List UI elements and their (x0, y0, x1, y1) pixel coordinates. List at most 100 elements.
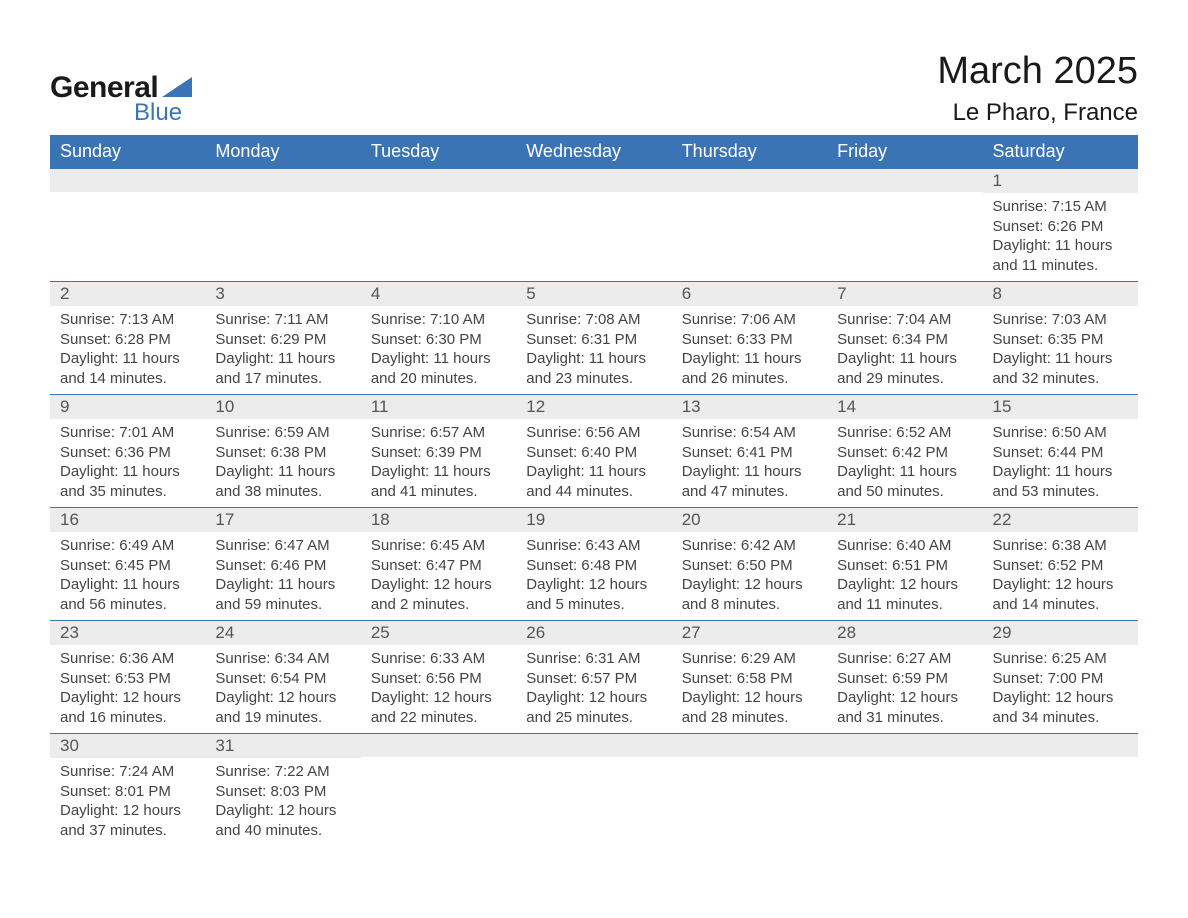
day-number (827, 733, 982, 757)
sunrise-line: Sunrise: 6:42 AM (682, 536, 817, 556)
sunrise-line: Sunrise: 6:56 AM (526, 423, 661, 443)
sunset-line: Sunset: 6:26 PM (993, 217, 1128, 237)
sunset-line: Sunset: 6:30 PM (371, 330, 506, 350)
daylight-line: Daylight: 11 hours and 50 minutes. (837, 462, 972, 501)
day-details: Sunrise: 7:15 AMSunset: 6:26 PMDaylight:… (983, 193, 1138, 281)
sunrise-line: Sunrise: 7:01 AM (60, 423, 195, 443)
sunset-line: Sunset: 6:58 PM (682, 669, 817, 689)
sunset-line: Sunset: 6:42 PM (837, 443, 972, 463)
day-cell (983, 733, 1138, 846)
day-header: Friday (827, 135, 982, 168)
sunrise-line: Sunrise: 6:27 AM (837, 649, 972, 669)
day-number: 21 (827, 507, 982, 532)
sunset-line: Sunset: 6:46 PM (215, 556, 350, 576)
day-details: Sunrise: 6:43 AMSunset: 6:48 PMDaylight:… (516, 532, 671, 620)
sunset-line: Sunset: 6:52 PM (993, 556, 1128, 576)
logo: General Blue (50, 71, 192, 127)
calendar-table: Sunday Monday Tuesday Wednesday Thursday… (50, 135, 1138, 846)
day-number: 8 (983, 281, 1138, 306)
week-row: 16Sunrise: 6:49 AMSunset: 6:45 PMDayligh… (50, 507, 1138, 620)
daylight-line: Daylight: 11 hours and 23 minutes. (526, 349, 661, 388)
sunset-line: Sunset: 6:39 PM (371, 443, 506, 463)
day-header: Saturday (983, 135, 1138, 168)
day-number (361, 733, 516, 757)
sunset-line: Sunset: 6:36 PM (60, 443, 195, 463)
day-details: Sunrise: 7:24 AMSunset: 8:01 PMDaylight:… (50, 758, 205, 846)
day-number: 20 (672, 507, 827, 532)
day-details (50, 192, 205, 270)
day-cell: 16Sunrise: 6:49 AMSunset: 6:45 PMDayligh… (50, 507, 205, 620)
day-cell: 7Sunrise: 7:04 AMSunset: 6:34 PMDaylight… (827, 281, 982, 394)
daylight-line: Daylight: 12 hours and 37 minutes. (60, 801, 195, 840)
day-cell: 13Sunrise: 6:54 AMSunset: 6:41 PMDayligh… (672, 394, 827, 507)
sunrise-line: Sunrise: 7:24 AM (60, 762, 195, 782)
daylight-line: Daylight: 11 hours and 17 minutes. (215, 349, 350, 388)
daylight-line: Daylight: 12 hours and 31 minutes. (837, 688, 972, 727)
day-details: Sunrise: 6:42 AMSunset: 6:50 PMDaylight:… (672, 532, 827, 620)
day-number: 18 (361, 507, 516, 532)
day-cell: 19Sunrise: 6:43 AMSunset: 6:48 PMDayligh… (516, 507, 671, 620)
day-details: Sunrise: 6:49 AMSunset: 6:45 PMDaylight:… (50, 532, 205, 620)
day-number (50, 168, 205, 192)
daylight-line: Daylight: 12 hours and 34 minutes. (993, 688, 1128, 727)
day-cell: 3Sunrise: 7:11 AMSunset: 6:29 PMDaylight… (205, 281, 360, 394)
daylight-line: Daylight: 12 hours and 40 minutes. (215, 801, 350, 840)
sunset-line: Sunset: 6:59 PM (837, 669, 972, 689)
day-number: 10 (205, 394, 360, 419)
day-details: Sunrise: 6:38 AMSunset: 6:52 PMDaylight:… (983, 532, 1138, 620)
sunrise-line: Sunrise: 7:13 AM (60, 310, 195, 330)
day-cell: 22Sunrise: 6:38 AMSunset: 6:52 PMDayligh… (983, 507, 1138, 620)
day-header: Sunday (50, 135, 205, 168)
day-cell: 21Sunrise: 6:40 AMSunset: 6:51 PMDayligh… (827, 507, 982, 620)
daylight-line: Daylight: 11 hours and 26 minutes. (682, 349, 817, 388)
sunrise-line: Sunrise: 6:50 AM (993, 423, 1128, 443)
sunrise-line: Sunrise: 6:57 AM (371, 423, 506, 443)
day-cell: 8Sunrise: 7:03 AMSunset: 6:35 PMDaylight… (983, 281, 1138, 394)
day-number: 16 (50, 507, 205, 532)
daylight-line: Daylight: 11 hours and 56 minutes. (60, 575, 195, 614)
day-cell: 11Sunrise: 6:57 AMSunset: 6:39 PMDayligh… (361, 394, 516, 507)
sunset-line: Sunset: 6:56 PM (371, 669, 506, 689)
day-details: Sunrise: 7:13 AMSunset: 6:28 PMDaylight:… (50, 306, 205, 394)
day-cell: 5Sunrise: 7:08 AMSunset: 6:31 PMDaylight… (516, 281, 671, 394)
day-details (672, 192, 827, 270)
daylight-line: Daylight: 11 hours and 14 minutes. (60, 349, 195, 388)
sunset-line: Sunset: 6:53 PM (60, 669, 195, 689)
day-header-row: Sunday Monday Tuesday Wednesday Thursday… (50, 135, 1138, 168)
sunrise-line: Sunrise: 6:52 AM (837, 423, 972, 443)
day-cell: 4Sunrise: 7:10 AMSunset: 6:30 PMDaylight… (361, 281, 516, 394)
day-details: Sunrise: 6:36 AMSunset: 6:53 PMDaylight:… (50, 645, 205, 733)
day-cell: 15Sunrise: 6:50 AMSunset: 6:44 PMDayligh… (983, 394, 1138, 507)
day-details: Sunrise: 6:59 AMSunset: 6:38 PMDaylight:… (205, 419, 360, 507)
daylight-line: Daylight: 12 hours and 14 minutes. (993, 575, 1128, 614)
day-cell: 17Sunrise: 6:47 AMSunset: 6:46 PMDayligh… (205, 507, 360, 620)
day-number: 17 (205, 507, 360, 532)
day-number: 29 (983, 620, 1138, 645)
sunset-line: Sunset: 6:41 PM (682, 443, 817, 463)
day-number: 6 (672, 281, 827, 306)
day-number (516, 733, 671, 757)
day-header: Wednesday (516, 135, 671, 168)
sunset-line: Sunset: 6:45 PM (60, 556, 195, 576)
day-cell: 1Sunrise: 7:15 AMSunset: 6:26 PMDaylight… (983, 168, 1138, 281)
day-details (983, 757, 1138, 835)
sunrise-line: Sunrise: 6:29 AM (682, 649, 817, 669)
day-number: 11 (361, 394, 516, 419)
sunrise-line: Sunrise: 7:06 AM (682, 310, 817, 330)
day-details (672, 757, 827, 835)
daylight-line: Daylight: 11 hours and 35 minutes. (60, 462, 195, 501)
day-cell: 18Sunrise: 6:45 AMSunset: 6:47 PMDayligh… (361, 507, 516, 620)
sunrise-line: Sunrise: 6:33 AM (371, 649, 506, 669)
day-cell: 27Sunrise: 6:29 AMSunset: 6:58 PMDayligh… (672, 620, 827, 733)
daylight-line: Daylight: 12 hours and 16 minutes. (60, 688, 195, 727)
daylight-line: Daylight: 12 hours and 19 minutes. (215, 688, 350, 727)
day-cell (361, 733, 516, 846)
day-cell (361, 168, 516, 281)
sunrise-line: Sunrise: 6:49 AM (60, 536, 195, 556)
day-cell (827, 733, 982, 846)
day-details (361, 192, 516, 270)
sunset-line: Sunset: 8:03 PM (215, 782, 350, 802)
day-details: Sunrise: 7:01 AMSunset: 6:36 PMDaylight:… (50, 419, 205, 507)
daylight-line: Daylight: 11 hours and 53 minutes. (993, 462, 1128, 501)
sunset-line: Sunset: 6:40 PM (526, 443, 661, 463)
